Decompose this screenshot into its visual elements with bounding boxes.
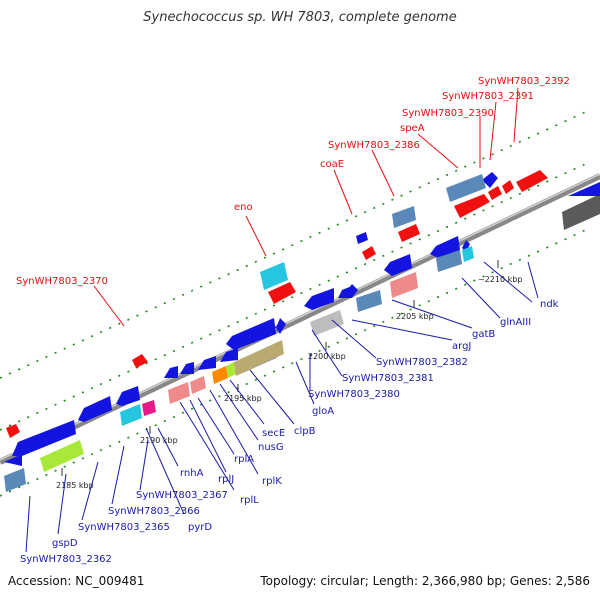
gene-label-synwh7803-2382[interactable]: SynWH7803_2382 [376, 357, 468, 368]
gene-label-rpla[interactable]: rplA [234, 454, 254, 465]
gene-block[interactable] [120, 404, 142, 426]
gene-label-glnaiii[interactable]: glnAIII [500, 317, 531, 328]
gene-block[interactable] [462, 246, 474, 262]
gene-arrow[interactable] [462, 240, 470, 252]
gene-arrow[interactable] [502, 180, 514, 194]
gene-arrow[interactable] [516, 170, 548, 192]
accession-label: Accession: NC_009481 [8, 574, 145, 588]
gene-arrow[interactable] [362, 246, 376, 260]
gene-arrow[interactable] [488, 186, 502, 200]
gene-block[interactable] [168, 382, 190, 404]
gene-block[interactable] [212, 366, 228, 384]
forward-guide-track [0, 161, 591, 431]
gene-block[interactable] [234, 340, 284, 376]
gene-label-synwh7803-2380[interactable]: SynWH7803_2380 [308, 389, 400, 400]
gene-arrow[interactable] [250, 324, 278, 340]
gene-label-synwh7803-2392[interactable]: SynWH7803_2392 [478, 76, 570, 87]
gene-block[interactable] [392, 206, 416, 228]
gene-label-rnha[interactable]: rnhA [180, 468, 204, 479]
red-genes [6, 170, 548, 438]
gene-block[interactable] [142, 400, 156, 416]
red-labels: SynWH7803_2392 SynWH7803_2391 SynWH7803_… [16, 76, 570, 287]
gene-block[interactable] [390, 272, 418, 298]
gene-block[interactable] [356, 290, 382, 312]
gene-label-clpb[interactable]: clpB [294, 426, 316, 437]
gene-arrow[interactable] [180, 362, 194, 374]
gene-arrow[interactable] [384, 254, 412, 276]
gene-block[interactable] [436, 250, 462, 272]
gene-arrow[interactable] [276, 318, 286, 334]
reverse-strand-genes [4, 236, 460, 466]
gene-arrow[interactable] [454, 194, 490, 218]
tick-label: 2185 kbp [56, 481, 94, 490]
gene-label-synwh7803-2386[interactable]: SynWH7803_2386 [328, 140, 420, 151]
gene-arrow[interactable] [132, 354, 148, 368]
gene-arrow[interactable] [164, 366, 178, 378]
gene-arrow[interactable] [4, 454, 22, 466]
gene-arrow[interactable] [12, 420, 76, 456]
gene-block[interactable] [40, 440, 84, 472]
gene-label-synwh7803-2370[interactable]: SynWH7803_2370 [16, 276, 108, 287]
gene-label-synwh7803-2366[interactable]: SynWH7803_2366 [108, 506, 200, 517]
tick-label: 2195 kbp [224, 394, 262, 403]
scale-tick-labels: 2185 kbp 2190 kbp 2195 kbp 2200 kbp 2205… [56, 275, 522, 490]
blue-leader-lines [25, 261, 539, 553]
gene-label-gspd[interactable]: gspD [52, 538, 78, 549]
gene-arrow[interactable] [198, 356, 216, 370]
guide-tracks [0, 109, 591, 497]
gene-block[interactable] [226, 362, 236, 378]
red-leader-lines [93, 87, 519, 327]
gene-block[interactable] [310, 310, 344, 336]
gene-block[interactable] [446, 174, 486, 202]
gene-label-synwh7803-2365[interactable]: SynWH7803_2365 [78, 522, 170, 533]
gene-arrow[interactable] [78, 396, 112, 422]
gene-label-rpll[interactable]: rplJ [218, 474, 234, 485]
genome-summary: Topology: circular; Length: 2,366,980 bp… [260, 574, 590, 588]
gene-arrow[interactable] [304, 288, 334, 310]
gene-block[interactable] [4, 468, 26, 492]
blue-labels: SynWH7803_2362 gspD SynWH7803_2365 SynWH… [20, 299, 559, 565]
gene-block[interactable] [260, 262, 288, 290]
gene-label-nusg[interactable]: nusG [258, 442, 284, 453]
gene-label-synwh7803-2381[interactable]: SynWH7803_2381 [342, 373, 434, 384]
gene-label-rplk[interactable]: rplK [262, 476, 282, 487]
tick-label: 2190 kbp [140, 436, 178, 445]
gene-arrow[interactable] [116, 386, 140, 406]
feature-blocks [4, 174, 600, 492]
gene-arrow[interactable] [6, 424, 20, 438]
gene-label-gatb[interactable]: gatB [472, 329, 495, 340]
gene-label-synwh7803-2362[interactable]: SynWH7803_2362 [20, 554, 112, 565]
tick-label: 2200 kbp [308, 352, 346, 361]
gene-arrow[interactable] [268, 282, 296, 304]
gene-label-eno[interactable]: eno [234, 202, 253, 213]
gene-label-coae[interactable]: coaE [320, 159, 344, 170]
gene-label-argj[interactable]: argJ [452, 341, 471, 352]
gene-arrow[interactable] [356, 232, 368, 244]
reverse-guide-track [0, 227, 591, 497]
gene-block[interactable] [562, 194, 600, 230]
gene-arrow[interactable] [346, 284, 358, 298]
gene-label-rplj[interactable]: rplL [240, 495, 259, 506]
gene-arrow[interactable] [226, 318, 276, 350]
gene-label-gloa[interactable]: gloA [312, 406, 334, 417]
outer-guide-track [0, 109, 591, 379]
page-title: Synechococcus sp. WH 7803, complete geno… [143, 10, 457, 25]
gene-block[interactable] [190, 376, 206, 394]
gene-label-pyrd[interactable]: pyrD [188, 522, 212, 533]
tick-label: 2205 kbp [396, 312, 434, 321]
gene-label-synwh7803-2391[interactable]: SynWH7803_2391 [442, 91, 534, 102]
tick-label: ~2210 kbp [478, 275, 522, 284]
gene-label-spea[interactable]: speA [400, 123, 425, 134]
gene-label-sece[interactable]: secE [262, 428, 285, 439]
gene-arrow[interactable] [220, 348, 238, 362]
gene-arrow[interactable] [568, 182, 600, 196]
gene-label-ndk[interactable]: ndk [540, 299, 559, 310]
gene-arrow[interactable] [398, 224, 420, 242]
gene-label-synwh7803-2367[interactable]: SynWH7803_2367 [136, 490, 228, 501]
gene-arrow[interactable] [482, 172, 498, 188]
gene-label-synwh7803-2390[interactable]: SynWH7803_2390 [402, 108, 494, 119]
